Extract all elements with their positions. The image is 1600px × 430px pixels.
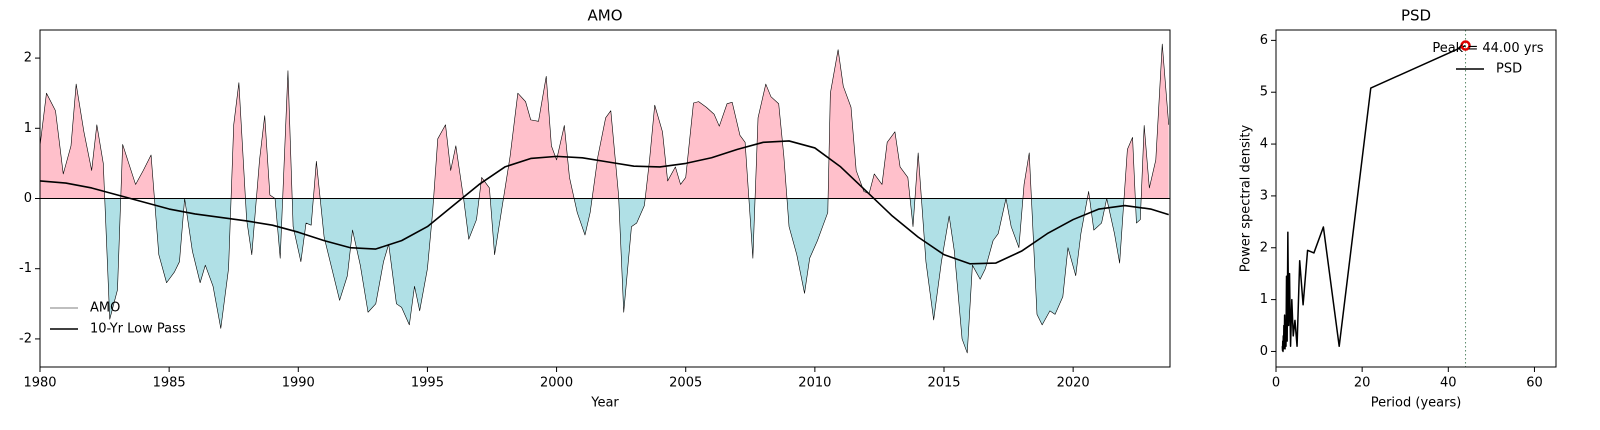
negative-fill bbox=[40, 198, 1169, 353]
y-tick-label: 6 bbox=[1260, 33, 1268, 48]
x-tick-label: 2010 bbox=[798, 376, 831, 391]
legend-label: 10-Yr Low Pass bbox=[90, 322, 186, 337]
legend-label: PSD bbox=[1496, 62, 1522, 77]
x-tick-label: 40 bbox=[1440, 376, 1457, 391]
y-tick-label: 5 bbox=[1260, 85, 1268, 100]
series-line bbox=[1281, 44, 1466, 353]
y-tick-label: -2 bbox=[19, 331, 32, 346]
peak-label: Peak = 44.00 yrs bbox=[1432, 41, 1543, 56]
y-tick-label: 0 bbox=[1260, 344, 1268, 359]
x-tick-label: 2000 bbox=[540, 376, 573, 391]
y-axis-label: Power spectral density bbox=[1239, 124, 1254, 272]
y-tick-label: 2 bbox=[24, 51, 32, 66]
x-axis-label: Year bbox=[590, 396, 619, 411]
y-tick-label: 1 bbox=[24, 121, 32, 136]
x-tick-label: 1990 bbox=[282, 376, 315, 391]
axes-frame bbox=[1275, 29, 1557, 368]
x-axis-label: Period (years) bbox=[1371, 396, 1462, 411]
y-tick-label: 4 bbox=[1260, 137, 1268, 152]
x-tick-label: 2020 bbox=[1057, 376, 1090, 391]
x-tick-label: 1985 bbox=[153, 376, 186, 391]
positive-fill bbox=[40, 44, 1169, 199]
y-tick-label: 1 bbox=[1260, 292, 1268, 307]
x-tick-label: 1980 bbox=[23, 376, 56, 391]
x-tick-label: 2015 bbox=[927, 376, 960, 391]
x-tick-label: 1995 bbox=[411, 376, 444, 391]
peak-marker bbox=[1460, 40, 1471, 51]
legend-label: AMO bbox=[90, 301, 120, 316]
y-tick-label: -1 bbox=[19, 261, 32, 276]
y-tick-label: 0 bbox=[24, 191, 32, 206]
series-line bbox=[40, 140, 1169, 265]
y-tick-label: 2 bbox=[1260, 240, 1268, 255]
x-tick-label: 60 bbox=[1526, 376, 1543, 391]
chart-title: PSD bbox=[1401, 7, 1431, 25]
x-tick-label: 20 bbox=[1354, 376, 1371, 391]
plot-area bbox=[40, 43, 1170, 354]
series-line bbox=[40, 43, 1170, 354]
x-tick-label: 2005 bbox=[669, 376, 702, 391]
y-tick-label: 3 bbox=[1260, 188, 1268, 203]
x-tick-label: 0 bbox=[1272, 376, 1280, 391]
plot-area bbox=[1281, 30, 1467, 367]
chart-title: AMO bbox=[587, 7, 622, 25]
